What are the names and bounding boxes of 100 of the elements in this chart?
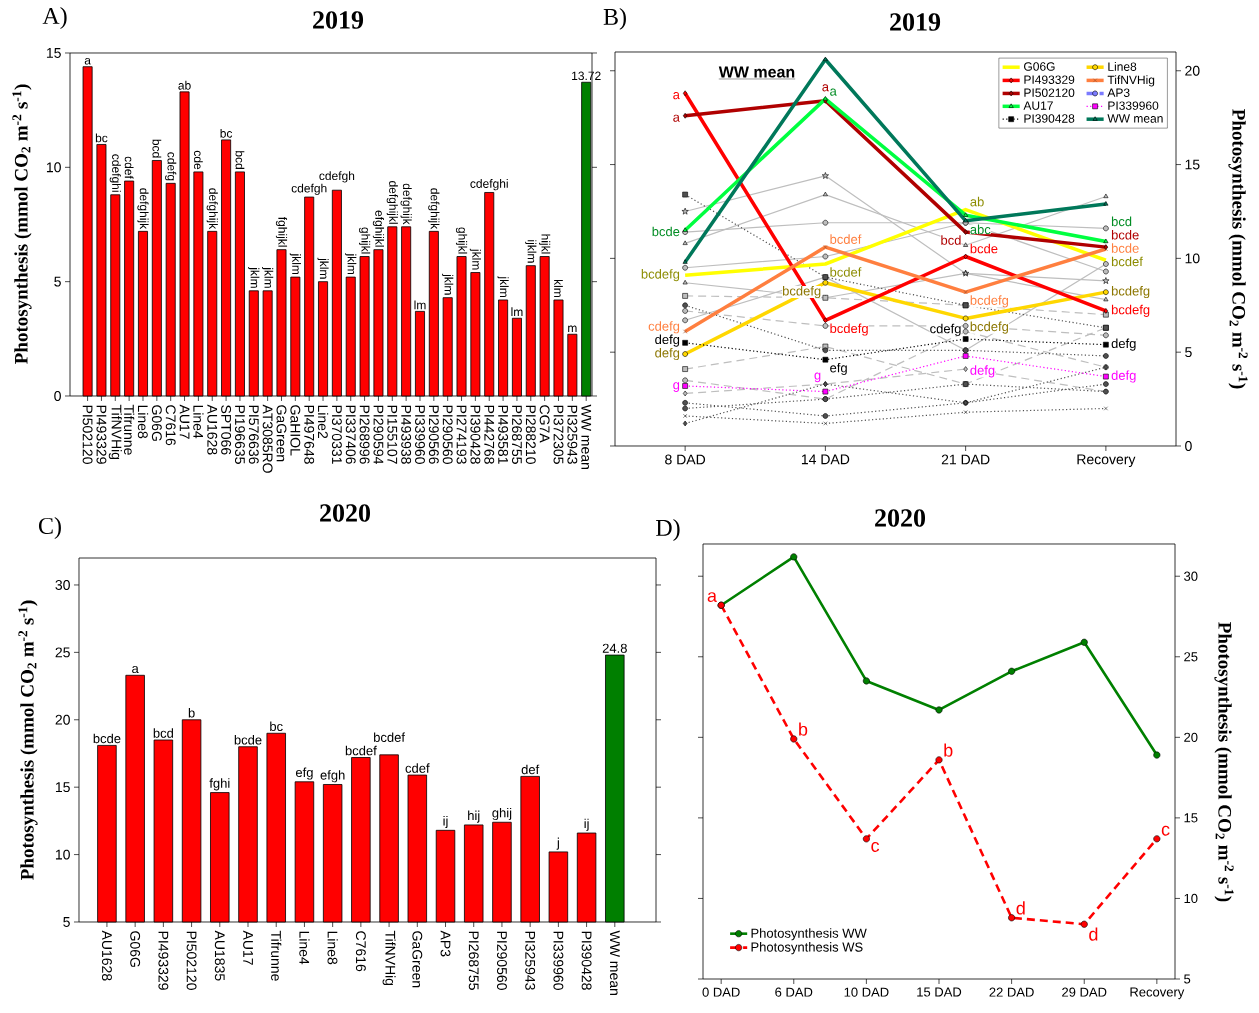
y2-tick-label: 30 xyxy=(1184,571,1198,581)
x-tick-label: Line4 xyxy=(193,405,204,439)
data-label: bcde xyxy=(970,243,998,254)
x-tick-label: 15 DAD xyxy=(917,987,962,997)
x-tick-label: Recovery xyxy=(1077,454,1136,468)
data-label: bcde xyxy=(1111,229,1139,240)
x-tick-label: AU17 xyxy=(243,930,253,965)
data-label: j xyxy=(556,837,559,850)
x-tick-label: 10 DAD xyxy=(844,987,889,997)
data-label: hijkl xyxy=(539,234,551,254)
data-label: bcde xyxy=(93,733,121,744)
x-tick-label: PI325943 xyxy=(567,405,578,464)
data-label: bcdefg xyxy=(970,295,1009,308)
data-label: bcde xyxy=(234,734,262,745)
annotation: WW mean xyxy=(718,66,795,78)
data-label: g xyxy=(814,372,821,383)
y-tick-label: 15 xyxy=(55,782,70,793)
y2-axis-title: Photosynthesis (mmol CO$_{2}$ m$^{-2}$ s$^{-1}$) xyxy=(1228,109,1248,389)
x-tick-label: AU17 xyxy=(179,404,190,439)
y-tick-label: 15 xyxy=(46,48,61,58)
x-tick-label: PI155107 xyxy=(387,405,398,464)
data-label: bcd xyxy=(1111,216,1132,227)
y2-tick-label: 10 xyxy=(1185,253,1200,264)
data-label: cdefghi xyxy=(109,154,121,192)
x-tick-label: AU1628 xyxy=(101,930,112,981)
data-label: m xyxy=(568,325,577,333)
x-tick-label: 22 DAD xyxy=(989,987,1034,997)
data-label: a xyxy=(830,88,837,96)
y2-tick-label: 25 xyxy=(1184,652,1198,662)
data-label: bcdefg xyxy=(1111,304,1150,317)
data-label: efgh xyxy=(320,770,345,783)
legend-label: TifNVHig xyxy=(1107,75,1155,87)
data-label: bc xyxy=(220,128,233,138)
chart-title: 2019 xyxy=(313,11,364,29)
data-label: cdef xyxy=(124,156,134,179)
x-tick-label: PI325943 xyxy=(525,931,536,990)
legend-label: PI339960 xyxy=(1108,101,1159,110)
y2-tick-label: 5 xyxy=(1184,974,1191,984)
text: A) xyxy=(42,7,67,29)
y-tick-label: 10 xyxy=(55,849,70,860)
legend-label: Line8 xyxy=(1108,62,1137,71)
data-label: ghij xyxy=(492,807,512,821)
data-label: defghijk xyxy=(137,188,149,230)
data-label: defg xyxy=(1111,370,1136,383)
data-label: d xyxy=(1016,901,1025,915)
x-tick-label: G06G xyxy=(151,405,162,441)
legend-label: PI390428 xyxy=(1024,114,1075,123)
y2-tick-label: 10 xyxy=(1184,893,1198,904)
data-label: bcdefg xyxy=(782,285,821,299)
data-label: a xyxy=(673,92,680,100)
data-label: ij xyxy=(443,816,448,829)
legend-label: PI493329 xyxy=(1024,75,1075,84)
x-tick-label: 21 DAD xyxy=(941,454,990,465)
data-label: bcd xyxy=(152,139,162,158)
data-label: def xyxy=(521,764,540,775)
data-label: defg xyxy=(970,365,995,378)
data-label: lm xyxy=(414,300,426,310)
data-label: b xyxy=(799,722,808,736)
data-label: efg xyxy=(295,767,313,780)
data-label: efg xyxy=(830,362,847,375)
data-label: defghijk xyxy=(206,188,218,230)
data-label: cdef xyxy=(405,763,430,773)
data-label: fghijkl xyxy=(275,216,288,247)
x-tick-label: AU1628 xyxy=(207,404,218,455)
data-label: bcd xyxy=(941,235,961,245)
x-tick-label: Tifrunne xyxy=(124,404,135,455)
data-label: jklm xyxy=(262,266,274,288)
data-label: b xyxy=(188,708,195,718)
data-label: fghi xyxy=(209,778,230,791)
x-tick-label: Line8 xyxy=(137,405,149,439)
data-label: cdefghi xyxy=(470,179,508,191)
data-label: a xyxy=(132,665,139,674)
legend-label: PI502120 xyxy=(1024,88,1075,97)
x-tick-label: PI290566 xyxy=(428,405,439,464)
y2-tick-label: 5 xyxy=(1185,347,1192,358)
data-label: cde xyxy=(193,150,203,170)
data-label: efghijkl xyxy=(372,210,385,247)
y-axis-title: Photosynthesis (mmol CO$_{2}$ m$^{-2}$ s$^{-1}$) xyxy=(18,600,38,880)
data-label: ghijkl xyxy=(455,227,468,254)
legend-label: G06G xyxy=(1024,62,1055,71)
data-label: bcdefg xyxy=(970,321,1009,334)
y-axis-title: Photosynthesis (mmol CO$_{2}$ m$^{-2}$ s$^{-1}$) xyxy=(12,84,32,364)
x-tick-label: PI576636 xyxy=(248,405,259,464)
x-tick-label: GaGreen xyxy=(276,405,287,462)
chart-title: 2020 xyxy=(875,509,926,527)
data-label: hij xyxy=(468,810,480,823)
y-tick-label: 5 xyxy=(63,917,70,927)
x-tick-label: PI502120 xyxy=(186,931,197,990)
x-tick-label: GaHIOL xyxy=(290,405,301,456)
data-label: bc xyxy=(95,133,108,143)
x-tick-label: 29 DAD xyxy=(1062,987,1107,997)
data-label: defghijk xyxy=(428,188,440,230)
x-tick-label: 0 DAD xyxy=(702,987,740,997)
data-label: lm xyxy=(511,307,523,317)
x-tick-label: PI493938 xyxy=(401,405,412,464)
data-label: jklm xyxy=(248,266,260,288)
data-label: defghijkl xyxy=(386,181,398,224)
x-tick-label: AU1835 xyxy=(214,930,225,981)
x-tick-label: TifNVHig xyxy=(382,930,396,986)
x-tick-label: PI493581 xyxy=(498,405,509,464)
